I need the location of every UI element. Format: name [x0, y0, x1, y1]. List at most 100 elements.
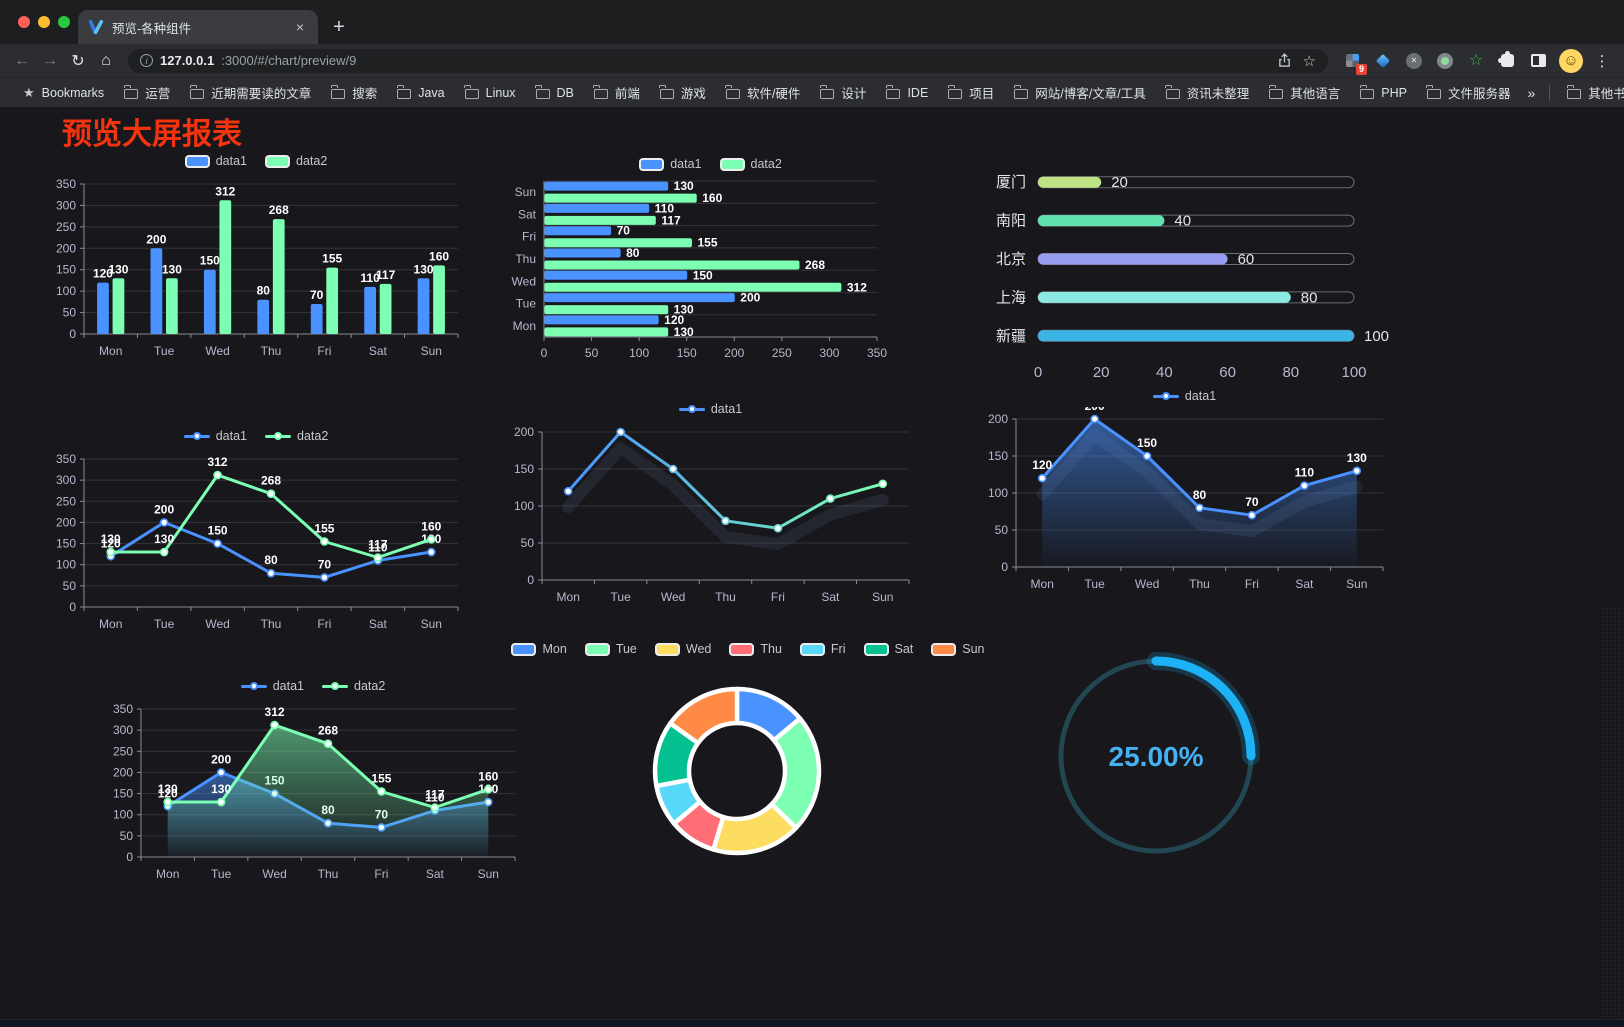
chart-legend: data1 data2 [498, 153, 923, 175]
maximize-window-button[interactable] [58, 16, 70, 28]
chart-gauge[interactable]: 25.00% [1028, 640, 1286, 882]
bookmark-folder-item[interactable]: 网站/博客/文章/工具 [1005, 80, 1154, 105]
puzzle-extensions-icon[interactable] [1497, 51, 1517, 71]
tab-close-icon[interactable]: × [295, 19, 305, 35]
bookmark-folder-item[interactable]: Java [388, 83, 453, 103]
chart-double-area[interactable]: data1 data2 0 50 100 150 200 250 300 350 Mon Tue Wed… [97, 675, 529, 887]
bookmark-star-icon[interactable]: ☆ [1302, 52, 1316, 70]
bookmark-folder-item[interactable]: 项目 [939, 80, 1003, 105]
bookmark-folder-item[interactable]: 设计 [811, 80, 875, 105]
home-icon[interactable]: ⌂ [101, 51, 111, 69]
svg-text:130: 130 [674, 303, 694, 317]
address-bar[interactable]: i 127.0.0.1 :3000/#/chart/preview/9 ☆ [128, 48, 1328, 73]
bookmark-folder-item[interactable]: PHP [1351, 83, 1416, 103]
browser-tab[interactable]: 预览-各种组件 × [78, 10, 318, 44]
legend-item[interactable]: data2 [322, 679, 385, 693]
bookmark-folder-item[interactable]: Linux [456, 83, 525, 103]
legend-item[interactable]: Mon [511, 642, 567, 656]
other-bookmarks-item[interactable]: 其他书签 [1558, 80, 1624, 105]
bookmarks-overflow-icon[interactable]: » [1527, 84, 1536, 101]
svg-text:Thu: Thu [515, 252, 536, 266]
svg-text:200: 200 [154, 502, 174, 516]
legend-item[interactable]: data1 [240, 679, 304, 693]
bookmark-folder-item[interactable]: 文件服务器 [1418, 80, 1520, 105]
legend-label: Thu [760, 642, 782, 656]
bookmark-folder-item[interactable]: 运营 [115, 80, 179, 105]
bookmark-folder-item[interactable]: 软件/硬件 [717, 80, 809, 105]
svg-text:200: 200 [113, 765, 133, 779]
legend-item[interactable]: Sat [863, 642, 913, 656]
legend-label: data1 [710, 402, 743, 416]
bookmark-folder-item[interactable]: IDE [877, 83, 937, 103]
bookmark-folder-item[interactable]: 资讯未整理 [1157, 80, 1259, 105]
svg-text:150: 150 [1137, 436, 1157, 450]
svg-text:160: 160 [429, 249, 449, 263]
share-icon[interactable] [1278, 53, 1291, 68]
folder-icon [1566, 84, 1582, 99]
bookmarks-manager-item[interactable]: ★ Bookmarks [14, 82, 113, 104]
folder-icon [593, 84, 608, 99]
legend-item[interactable]: Wed [654, 642, 711, 656]
minimize-window-button[interactable] [38, 16, 50, 28]
legend-swatch [931, 642, 957, 656]
svg-text:155: 155 [371, 771, 391, 785]
diamond-extension-icon[interactable] [1373, 51, 1393, 71]
folder-icon [189, 84, 205, 99]
chart-grouped-bar[interactable]: data1 data2 0 50 100 150 200 250 300 350 Mon Tue Wed… [40, 150, 472, 364]
legend-item[interactable]: data2 [265, 154, 327, 168]
browser-menu-icon[interactable]: ⋮ [1594, 52, 1610, 70]
close-window-button[interactable] [18, 16, 30, 28]
svg-text:350: 350 [56, 177, 76, 191]
bookmark-folder-item[interactable]: DB [527, 83, 583, 103]
legend-item[interactable]: data1 [183, 429, 247, 443]
bookmark-folder-item[interactable]: 其他语言 [1260, 80, 1349, 105]
chart-gradient-line[interactable]: data1 0 50 100 150 200 Mon Tue Wed Thu Fri Sat Sun [498, 398, 923, 610]
legend-item[interactable]: Sun [931, 642, 985, 656]
bookmark-label: DB [556, 85, 574, 100]
legend-item[interactable]: data1 [184, 154, 247, 168]
legend-item[interactable]: data1 [1152, 389, 1216, 403]
chart-area-line[interactable]: data1 0 50 100 150 200 Mon Tue Wed Thu Fri Sat Sun 12… [972, 385, 1397, 597]
legend-label: Fri [830, 642, 846, 656]
circle-cross-extension-icon[interactable]: ✕ [1404, 51, 1424, 71]
svg-text:250: 250 [772, 346, 792, 360]
legend-item[interactable]: data2 [265, 429, 328, 443]
line-series-data1 [1037, 414, 1362, 520]
legend-item[interactable]: Tue [584, 642, 637, 656]
chart-multi-line[interactable]: data1 data2 0 50 100 150 200 250 300 350 Mon Tue Wed… [40, 425, 472, 637]
chart-horizontal-bar[interactable]: data1 data2 0 50 100 150 200 250 300 350 Mon Tue Wed… [498, 153, 923, 365]
line-series-data1 [563, 427, 888, 533]
bookmark-folder-item[interactable]: 搜索 [322, 80, 386, 105]
legend-item[interactable]: Thu [729, 642, 782, 656]
legend-swatch [265, 154, 290, 168]
legend-item[interactable]: data1 [678, 402, 743, 416]
forward-icon[interactable]: → [42, 51, 58, 69]
grid-extension-icon[interactable]: 9 [1342, 51, 1367, 75]
profile-avatar[interactable]: ☺ [1559, 48, 1583, 73]
legend-item[interactable]: data1 [639, 157, 702, 171]
svg-text:Fri: Fri [374, 867, 388, 881]
side-panel-icon[interactable] [1528, 51, 1548, 71]
diamond-glyph [1375, 53, 1391, 68]
svg-text:Sun: Sun [872, 590, 893, 604]
green-star-extension-icon[interactable]: ☆ [1468, 51, 1484, 69]
legend-item[interactable]: data2 [719, 157, 782, 171]
back-icon[interactable]: ← [14, 51, 30, 69]
legend-label: Tue [615, 642, 637, 656]
footer-strip [0, 1019, 1624, 1027]
reload-icon[interactable]: ↻ [71, 52, 85, 70]
bookmark-folder-item[interactable]: 近期需要读的文章 [181, 80, 320, 105]
new-tab-button[interactable]: + [333, 15, 345, 38]
site-info-icon[interactable]: i [140, 54, 153, 67]
svg-text:Mon: Mon [1031, 577, 1054, 591]
legend-label: data1 [670, 157, 702, 171]
bookmark-folder-item[interactable]: 游戏 [651, 80, 715, 105]
svg-text:Thu: Thu [261, 617, 282, 631]
circle-dot-extension-icon[interactable] [1435, 51, 1455, 71]
chart-donut-pie[interactable]: Mon Tue Wed Thu Fri Sat Sun [511, 638, 985, 890]
svg-text:130: 130 [1347, 451, 1367, 465]
chart-progress-bars[interactable]: 厦门 20 南阳 40 北京 60 上海 80 新疆 100 0 20 40 60 80 100 [980, 155, 1400, 385]
bookmark-folder-item[interactable]: 前端 [585, 80, 649, 105]
legend-item[interactable]: Fri [799, 642, 846, 656]
svg-text:Tue: Tue [154, 617, 175, 631]
